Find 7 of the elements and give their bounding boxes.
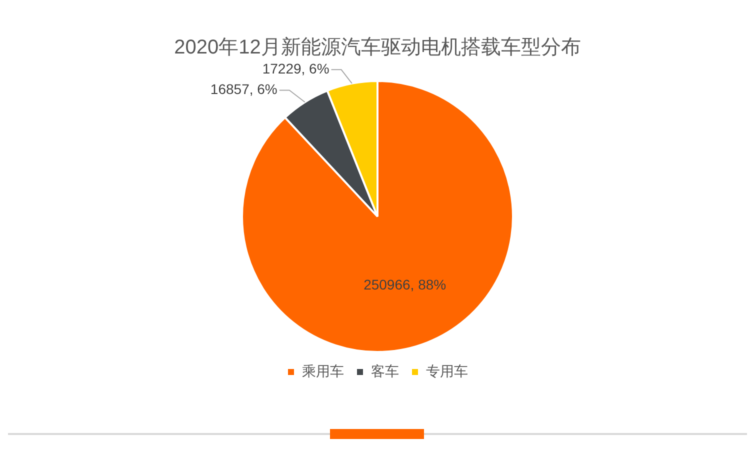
legend-label: 客车 [371,362,399,379]
data-label: 250966, 88% [364,276,446,293]
legend-label: 专用车 [426,362,468,379]
legend-label: 乘用车 [302,362,344,379]
data-label: 17229, 6% [262,60,330,77]
chart-title: 2020年12月新能源汽车驱动电机搭载车型分布 [174,36,581,59]
data-label: 16857, 6% [210,81,278,98]
